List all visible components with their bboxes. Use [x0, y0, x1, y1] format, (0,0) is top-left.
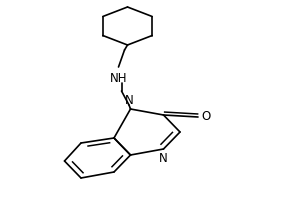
Text: N: N — [159, 152, 168, 165]
Text: NH: NH — [110, 72, 127, 86]
Text: N: N — [124, 94, 134, 107]
Text: O: O — [201, 110, 210, 123]
